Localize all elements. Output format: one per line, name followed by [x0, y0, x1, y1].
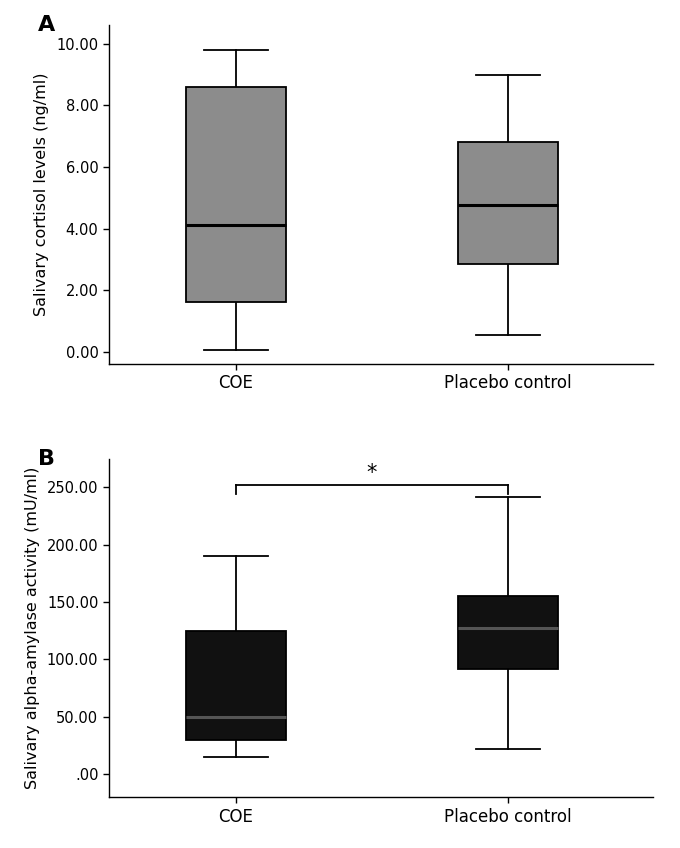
- Bar: [458, 142, 558, 264]
- Bar: [186, 87, 286, 303]
- Y-axis label: Salivary alpha-amylase activity (mU/ml): Salivary alpha-amylase activity (mU/ml): [24, 466, 40, 789]
- Bar: [186, 631, 286, 739]
- Y-axis label: Salivary cortisol levels (ng/ml): Salivary cortisol levels (ng/ml): [34, 73, 50, 316]
- Text: B: B: [38, 449, 55, 468]
- Bar: [458, 596, 558, 668]
- Text: *: *: [367, 463, 377, 483]
- Text: A: A: [38, 15, 55, 36]
